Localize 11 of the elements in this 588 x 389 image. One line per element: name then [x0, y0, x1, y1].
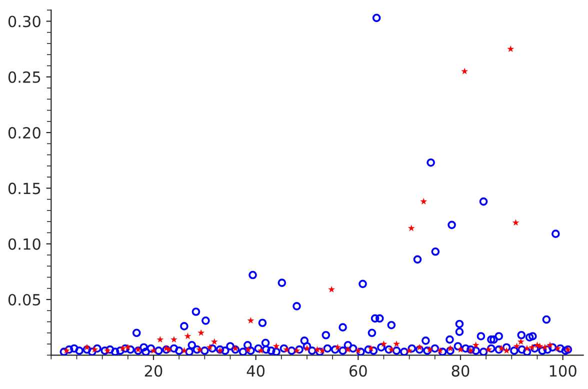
y-tick-label: 0.15: [8, 182, 40, 194]
x-tick-label: 20: [144, 365, 162, 377]
y-tick-label: 0.05: [8, 294, 40, 306]
y-tick-label: 0.10: [8, 238, 40, 250]
y-tick-label: 0.30: [8, 16, 40, 28]
x-tick-label: 100: [550, 365, 576, 377]
x-tick-label: 40: [246, 365, 265, 377]
y-tick-label: 0.20: [8, 127, 40, 139]
x-tick-label: 60: [350, 365, 367, 377]
y-tick-label: 0.25: [8, 71, 40, 83]
x-tick-label: 80: [452, 365, 470, 377]
